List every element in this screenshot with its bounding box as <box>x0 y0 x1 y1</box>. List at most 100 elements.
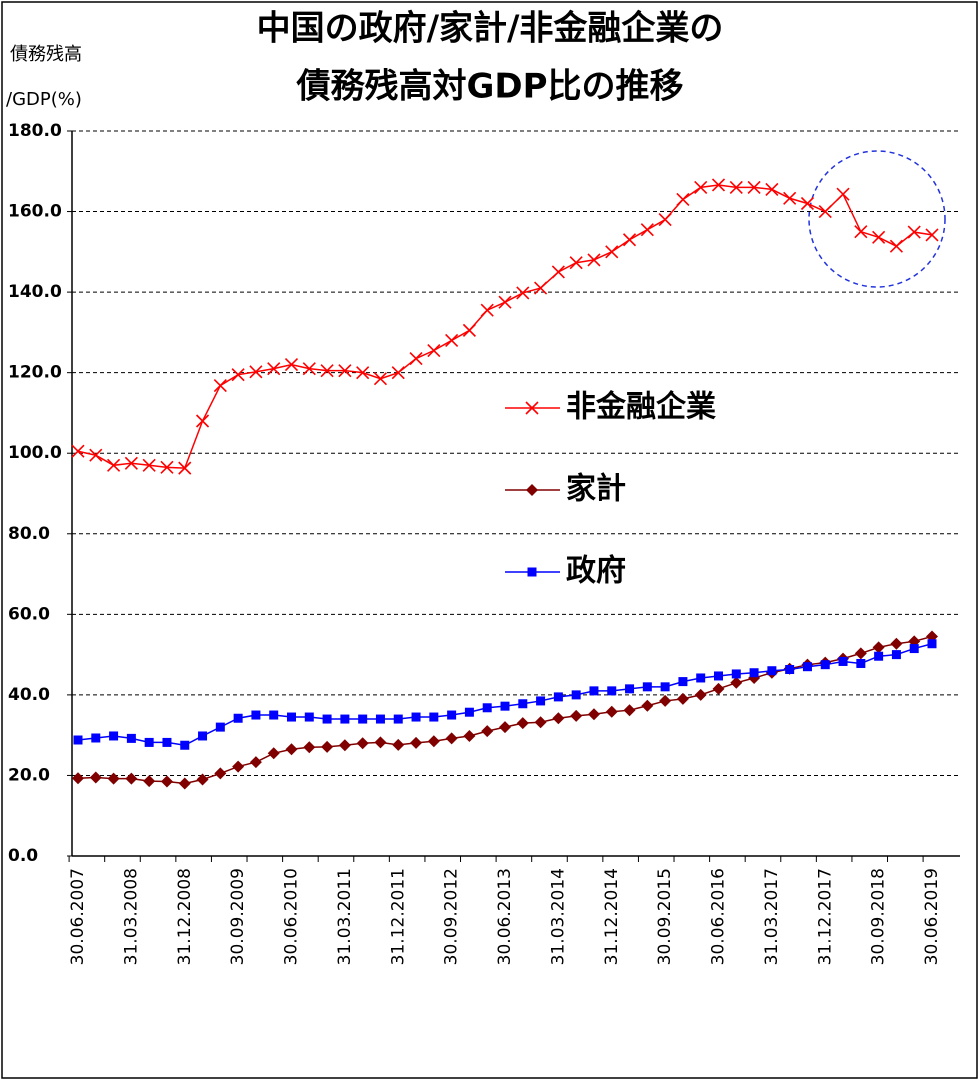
marker <box>499 721 511 734</box>
marker <box>160 775 173 788</box>
marker <box>605 245 619 259</box>
marker <box>375 714 385 724</box>
marker <box>142 458 156 472</box>
marker <box>889 239 903 253</box>
marker <box>410 736 423 749</box>
marker <box>712 682 725 695</box>
marker <box>890 637 903 650</box>
marker <box>874 651 884 661</box>
marker <box>480 303 494 317</box>
marker <box>215 722 225 732</box>
marker <box>516 286 530 300</box>
y-axis-label: /GDP(%) <box>6 89 82 110</box>
marker <box>302 362 316 376</box>
marker <box>160 460 174 474</box>
x-tick-label: 31.03.2017 <box>762 868 782 965</box>
marker <box>249 365 263 379</box>
marker <box>714 671 723 681</box>
x-tick-label: 30.09.2015 <box>655 868 675 965</box>
marker <box>267 362 281 376</box>
marker <box>73 735 83 745</box>
marker <box>144 737 154 747</box>
y-tick-label: 60.0 <box>8 604 50 624</box>
marker <box>391 366 405 380</box>
marker <box>587 708 600 721</box>
chart-title: 中国の政府/家計/非金融企業の <box>257 9 724 49</box>
marker <box>374 736 387 749</box>
marker <box>658 213 672 227</box>
marker <box>659 694 672 707</box>
marker <box>409 352 423 366</box>
marker <box>802 662 812 672</box>
marker <box>571 690 581 700</box>
y-axis-label: 債務残高 <box>10 44 82 65</box>
marker <box>660 682 670 692</box>
marker <box>213 378 227 393</box>
marker <box>464 707 474 717</box>
marker <box>676 192 690 207</box>
marker <box>731 669 741 679</box>
marker <box>711 178 726 192</box>
marker <box>587 253 601 267</box>
marker <box>552 712 565 725</box>
marker <box>872 641 885 654</box>
marker <box>91 733 101 743</box>
marker <box>527 567 537 577</box>
marker <box>783 191 797 205</box>
marker <box>854 225 868 239</box>
marker <box>907 225 921 239</box>
x-tick-label: 30.06.2016 <box>709 868 729 965</box>
marker <box>462 323 476 337</box>
marker <box>800 196 815 211</box>
x-tick-label: 30.06.2019 <box>922 868 942 965</box>
marker <box>641 699 654 712</box>
marker <box>304 712 314 722</box>
x-tick-label: 30.09.2012 <box>442 868 462 965</box>
marker <box>891 650 901 660</box>
marker <box>749 668 759 678</box>
y-tick-label: 100.0 <box>8 443 62 463</box>
marker <box>605 705 618 718</box>
marker <box>500 701 510 711</box>
marker <box>909 644 919 654</box>
marker <box>124 456 138 470</box>
marker <box>356 366 370 380</box>
x-tick-label: 30.06.2013 <box>495 868 515 965</box>
marker <box>625 684 635 694</box>
marker <box>232 760 245 773</box>
marker <box>267 747 280 760</box>
marker <box>481 725 494 738</box>
marker <box>696 673 706 683</box>
marker <box>321 740 334 753</box>
marker <box>445 333 459 348</box>
marker <box>109 731 119 741</box>
marker <box>553 692 563 702</box>
marker <box>856 658 866 668</box>
marker <box>854 647 867 660</box>
marker <box>836 187 850 201</box>
marker <box>373 372 388 386</box>
marker <box>569 256 583 270</box>
marker <box>162 737 172 747</box>
marker <box>178 777 191 790</box>
marker <box>180 740 190 750</box>
marker <box>747 180 761 194</box>
marker <box>818 204 832 219</box>
marker <box>536 696 546 706</box>
marker <box>303 741 316 754</box>
marker <box>320 364 334 378</box>
legend-label: 非金融企業 <box>566 390 716 425</box>
marker <box>72 772 84 785</box>
y-tick-label: 120.0 <box>8 363 62 383</box>
marker <box>785 665 795 675</box>
marker <box>427 735 440 748</box>
marker <box>729 180 743 194</box>
marker <box>927 639 937 649</box>
marker <box>623 704 636 717</box>
marker <box>607 686 617 696</box>
marker <box>640 223 654 237</box>
marker <box>338 739 351 752</box>
y-tick-label: 40.0 <box>8 685 50 705</box>
marker <box>125 772 138 785</box>
marker <box>427 343 441 358</box>
